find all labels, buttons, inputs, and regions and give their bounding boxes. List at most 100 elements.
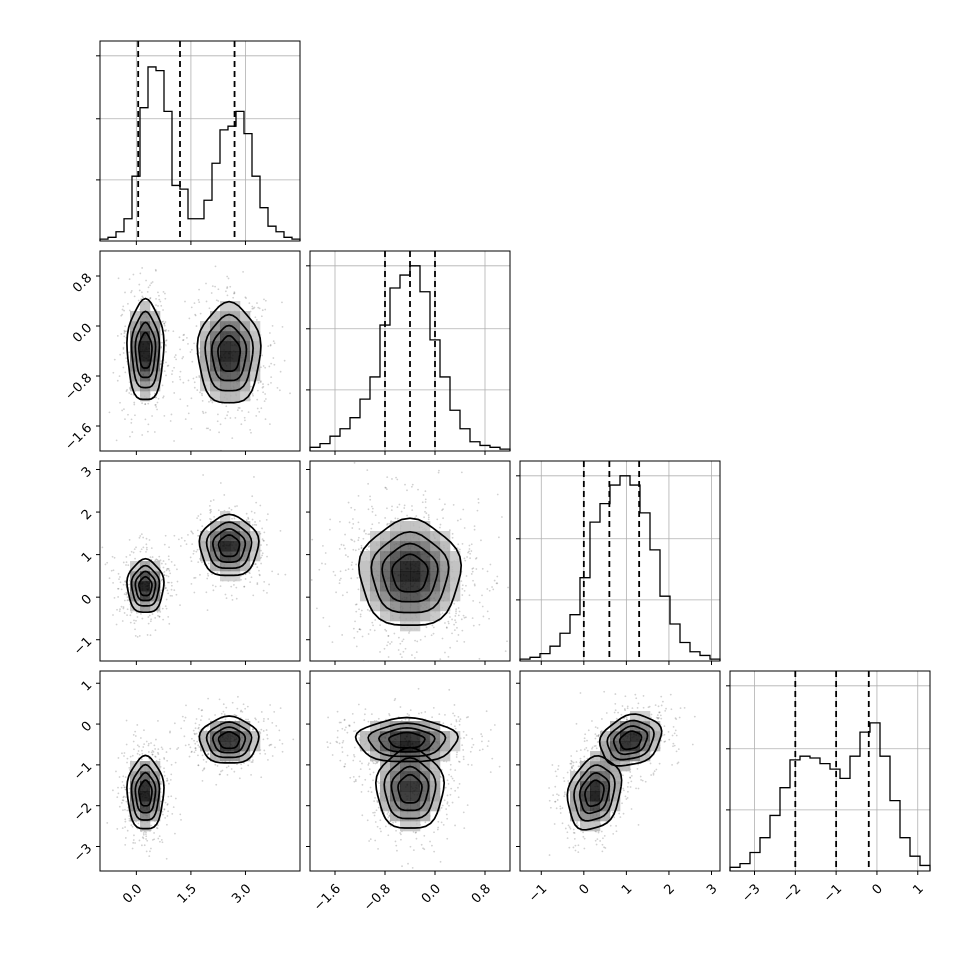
scatter-point	[120, 802, 123, 804]
scatter-point	[173, 534, 176, 537]
scatter-point	[396, 506, 399, 509]
scatter-point	[125, 357, 128, 360]
scatter-point	[159, 300, 162, 303]
contour-line	[381, 542, 439, 603]
scatter-point	[436, 828, 439, 831]
scatter-point	[354, 620, 356, 623]
density-cell	[450, 561, 461, 572]
scatter-point	[164, 605, 167, 608]
scatter-point	[134, 628, 136, 631]
scatter-point	[347, 555, 349, 558]
density-cell	[430, 801, 441, 812]
scatter-point	[449, 768, 452, 771]
scatter-point	[458, 610, 461, 613]
scatter-point	[137, 822, 140, 825]
scatter-point	[179, 348, 181, 351]
scatter-point	[230, 594, 233, 597]
scatter-point	[414, 516, 416, 519]
scatter-point	[424, 635, 427, 638]
scatter-point	[461, 594, 464, 596]
scatter-point	[165, 340, 167, 342]
scatter-point	[425, 512, 428, 515]
scatter-point	[164, 297, 167, 300]
scatter-point	[157, 305, 159, 307]
density-cell	[370, 741, 381, 752]
density-cell	[230, 351, 241, 362]
scatter-point	[338, 721, 341, 724]
scatter-point	[369, 629, 372, 631]
scatter-point	[444, 713, 446, 716]
scatter-point	[254, 717, 257, 720]
scatter-point	[161, 810, 164, 813]
scatter-point	[154, 748, 157, 750]
scatter-point	[235, 586, 238, 589]
scatter-point	[264, 418, 267, 421]
density-cell	[420, 731, 431, 742]
scatter-point	[145, 279, 147, 282]
scatter-point	[125, 564, 127, 566]
scatter-point	[125, 719, 128, 722]
scatter-point	[442, 823, 445, 826]
scatter-point	[159, 840, 161, 843]
density-cell	[370, 721, 381, 732]
scatter-point	[127, 599, 130, 601]
scatter-point	[372, 771, 375, 774]
scatter-point	[146, 291, 149, 293]
scatter-point	[240, 767, 243, 770]
scatter-point	[281, 325, 284, 328]
scatter-point	[219, 773, 222, 776]
axis-frame	[99, 40, 301, 242]
scatter-point	[162, 309, 164, 311]
scatter-point	[144, 418, 147, 421]
scatter-point	[146, 634, 149, 636]
scatter-point	[166, 759, 169, 762]
contour-line	[126, 557, 165, 614]
density-cell	[430, 581, 441, 592]
scatter-point	[156, 559, 159, 561]
scatter-point	[124, 291, 126, 294]
scatter-point	[431, 844, 433, 847]
density-cell	[200, 731, 211, 742]
scatter-point	[190, 560, 193, 563]
scatter-point	[256, 389, 259, 392]
scatter-point	[329, 518, 332, 521]
scatter-point	[159, 610, 162, 613]
scatter-point	[367, 482, 370, 485]
scatter-point	[370, 713, 373, 716]
scatter-point	[126, 761, 128, 764]
scatter-point	[166, 568, 168, 570]
scatter-point	[132, 839, 135, 841]
scatter-point	[432, 626, 435, 629]
density-cell	[380, 751, 391, 762]
scatter-point	[394, 821, 397, 824]
scatter-point	[366, 469, 369, 472]
scatter-point	[471, 737, 474, 740]
scatter-point	[157, 748, 160, 751]
scatter-point	[248, 302, 251, 305]
scatter-point	[444, 786, 447, 789]
scatter-point	[437, 826, 440, 829]
scatter-point	[173, 564, 176, 567]
scatter-point	[252, 307, 255, 310]
scatter-point	[123, 341, 126, 344]
scatter-point	[263, 749, 266, 752]
contour-line	[391, 553, 429, 593]
scatter-point	[162, 396, 164, 399]
scatter-point	[123, 786, 126, 789]
density-cell	[410, 601, 421, 612]
scatter-point	[154, 404, 157, 406]
scatter-point	[338, 548, 341, 550]
contour-line	[134, 771, 157, 814]
scatter-point	[163, 414, 166, 417]
scatter-point	[117, 277, 120, 280]
scatter-point	[193, 342, 195, 345]
scatter-point	[453, 779, 455, 782]
scatter-point	[449, 646, 452, 649]
scatter-point	[210, 292, 213, 294]
scatter-point	[162, 566, 165, 569]
density-cell	[400, 571, 411, 582]
density-cell	[250, 351, 261, 362]
scatter-point	[374, 762, 377, 765]
contour-line	[210, 324, 248, 382]
density-cell	[420, 551, 431, 562]
